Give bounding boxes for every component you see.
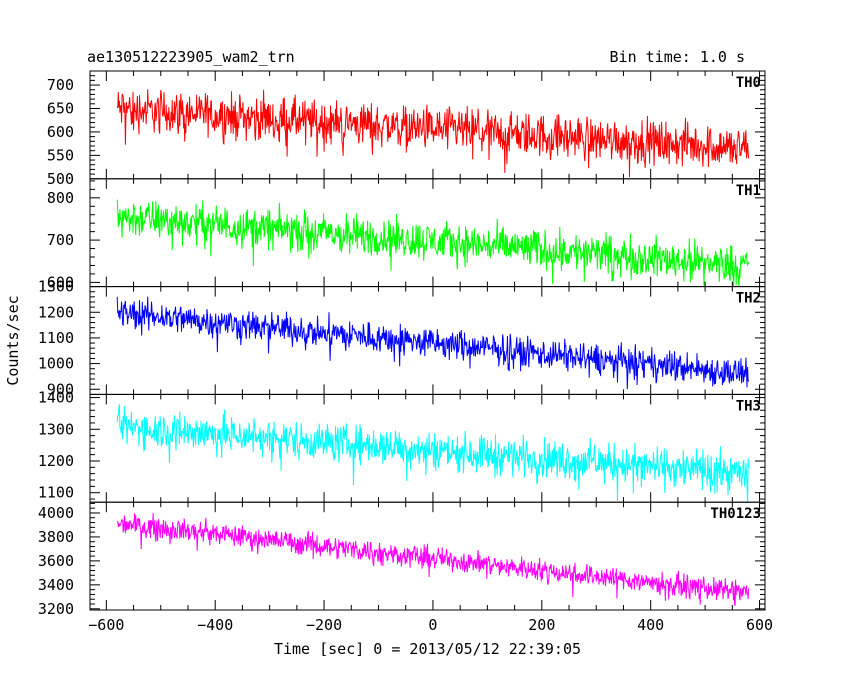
- panels-group: 500 550 600 650 700 TH0 600 700 800 TH1 900 1000 110…: [38, 70, 773, 634]
- x-tick-label: 400: [637, 616, 664, 634]
- y-tick-label: 1400: [38, 389, 74, 407]
- series-line-th0: [116, 89, 750, 178]
- y-tick-label: 600: [47, 273, 74, 291]
- x-tick-label: −600: [88, 616, 124, 634]
- y-tick-label: 500: [47, 170, 74, 188]
- y-tick-label: 4000: [38, 504, 74, 522]
- y-tick-label: 1100: [38, 329, 74, 347]
- y-tick-label: 1300: [38, 420, 74, 438]
- series-line-th0123: [116, 513, 750, 606]
- y-tick-label: 1200: [38, 303, 74, 321]
- y-tick-label: 1200: [38, 452, 74, 470]
- bin-time-label: Bin time: 1.0 s: [610, 48, 745, 66]
- x-tick-label: 200: [528, 616, 555, 634]
- chart-title: ae130512223905_wam2_trn: [87, 48, 295, 66]
- series-line-th1: [116, 199, 750, 287]
- y-tick-label: 600: [47, 123, 74, 141]
- panel-label-th2: TH2: [736, 291, 761, 307]
- y-tick-label: 3400: [38, 576, 74, 594]
- x-tick-label: 0: [428, 616, 437, 634]
- x-axis-label: Time [sec] 0 = 2013/05/12 22:39:05: [274, 640, 581, 658]
- y-tick-label: 900: [47, 380, 74, 398]
- x-tick-label: −200: [306, 616, 342, 634]
- y-tick-label: 3800: [38, 528, 74, 546]
- y-axis-label: Counts/sec: [4, 295, 22, 385]
- y-tick-label: 1100: [38, 484, 74, 502]
- x-tick-label: −400: [197, 616, 233, 634]
- panel-label-th0: TH0: [736, 75, 761, 91]
- y-tick-label: 3600: [38, 552, 74, 570]
- y-tick-label: 650: [47, 99, 74, 117]
- series-line-th3: [116, 403, 750, 503]
- panel-frame-th1: [89, 178, 766, 288]
- panel-label-th0123: TH0123: [710, 506, 761, 522]
- y-tick-label: 3200: [38, 600, 74, 618]
- series-line-th2: [116, 296, 750, 390]
- y-tick-label: 700: [47, 76, 74, 94]
- x-tick-label: 600: [746, 616, 773, 634]
- panel-label-th1: TH1: [736, 183, 761, 199]
- y-tick-label: 1000: [38, 355, 74, 373]
- y-tick-label: 800: [47, 189, 74, 207]
- y-tick-label: 700: [47, 231, 74, 249]
- y-tick-label: 550: [47, 146, 74, 164]
- panel-label-th3: TH3: [736, 398, 761, 414]
- y-tick-label: 1300: [38, 278, 74, 296]
